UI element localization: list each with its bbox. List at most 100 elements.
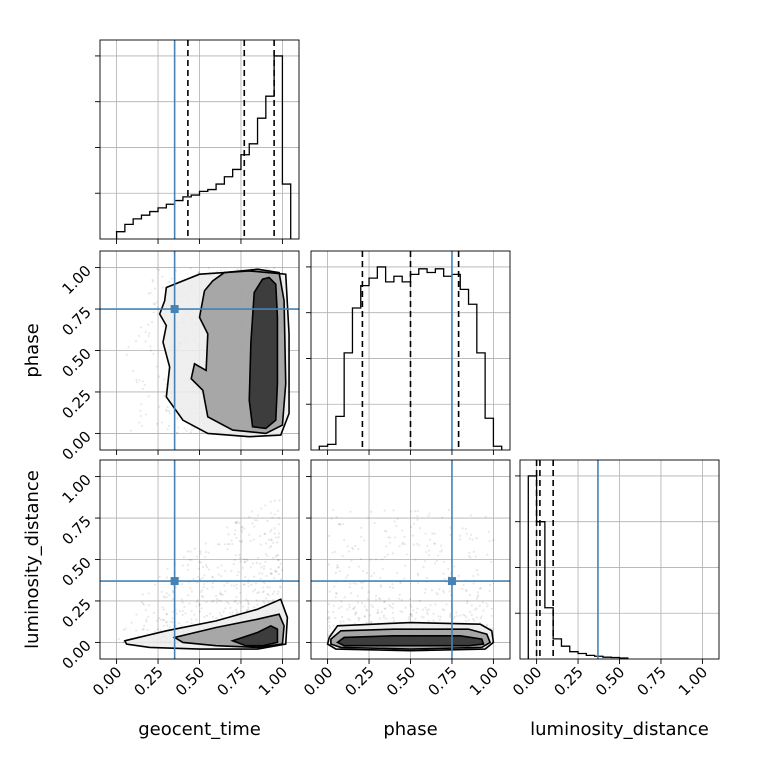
y-tick-label: 0.25: [58, 386, 94, 422]
sample-point: [440, 549, 444, 552]
sample-point: [461, 587, 464, 590]
sample-point: [383, 529, 386, 533]
sample-point: [190, 428, 194, 431]
sample-point: [137, 334, 141, 338]
sample-point: [359, 526, 363, 529]
y-tick-label: 0.50: [58, 345, 94, 381]
sample-point: [374, 558, 378, 561]
sample-point: [152, 611, 155, 615]
sample-point: [253, 525, 256, 528]
sample-point: [416, 509, 419, 512]
x-tick-label: 0.25: [342, 663, 378, 699]
sample-point: [418, 544, 421, 547]
sample-point: [153, 583, 157, 586]
contour-line: [123, 598, 289, 650]
sample-point: [165, 621, 168, 624]
sample-point: [171, 610, 175, 613]
sample-point: [255, 561, 258, 564]
sample-point: [339, 620, 342, 623]
sample-point: [131, 369, 135, 373]
sample-point: [263, 581, 266, 584]
sample-point: [247, 585, 250, 588]
sample-point: [149, 345, 152, 348]
sample-point: [410, 605, 413, 609]
sample-point: [217, 599, 220, 602]
sample-point: [233, 584, 236, 587]
sample-point: [361, 581, 364, 584]
sample-point: [385, 545, 388, 548]
sample-point: [475, 597, 479, 600]
sample-point: [233, 558, 237, 562]
sample-point: [333, 585, 336, 588]
sample-point: [327, 615, 331, 619]
sample-point: [474, 608, 477, 611]
sample-point: [256, 603, 259, 606]
sample-point: [448, 614, 452, 617]
sample-point: [142, 624, 146, 627]
sample-point: [374, 598, 378, 601]
sample-point: [369, 621, 372, 624]
sample-point: [492, 538, 495, 542]
sample-point: [193, 427, 196, 430]
sample-point: [219, 269, 222, 272]
sample-point: [414, 510, 417, 513]
sample-point: [246, 609, 249, 612]
sample-point: [168, 626, 171, 629]
sample-point: [468, 537, 471, 540]
sample-point: [357, 565, 360, 568]
sample-point: [277, 536, 280, 539]
sample-point: [218, 543, 221, 546]
sample-point: [473, 619, 476, 622]
sample-point: [181, 613, 184, 616]
sample-point: [337, 523, 340, 526]
sample-point: [277, 590, 280, 593]
sample-point: [373, 521, 376, 525]
sample-point: [326, 617, 330, 620]
sample-point: [197, 575, 200, 578]
sample-point: [207, 267, 210, 270]
histogram-step-luminosity_distance: [527, 475, 629, 659]
sample-point: [269, 512, 273, 515]
contour-line: [190, 268, 287, 435]
sample-point: [167, 281, 171, 284]
sample-point: [234, 599, 237, 602]
sample-point: [256, 514, 260, 517]
sample-point: [476, 591, 480, 594]
sample-point: [455, 611, 458, 614]
sample-point: [166, 624, 169, 627]
sample-point: [273, 569, 277, 572]
sample-point: [205, 565, 209, 569]
sample-point: [138, 379, 141, 382]
sample-point: [140, 403, 143, 406]
histogram-step-geocent_time: [115, 55, 292, 239]
sample-point: [205, 614, 209, 617]
sample-point: [345, 576, 348, 579]
sample-point: [235, 587, 238, 590]
sample-point: [335, 591, 338, 594]
sample-point: [232, 562, 236, 566]
sample-point: [426, 611, 429, 614]
sample-point: [353, 622, 357, 625]
sample-point: [238, 521, 241, 524]
sample-point: [387, 536, 390, 539]
sample-point: [122, 641, 125, 644]
sample-point: [399, 582, 402, 585]
sample-point: [277, 532, 280, 535]
sample-point: [263, 532, 266, 536]
sample-point: [147, 323, 150, 326]
sample-point: [266, 592, 269, 596]
sample-point: [272, 556, 275, 560]
sample-point: [247, 603, 250, 606]
sample-point: [240, 528, 243, 531]
sample-point: [226, 526, 229, 529]
sample-point: [235, 520, 239, 523]
sample-point: [223, 584, 226, 587]
sample-point: [234, 529, 237, 532]
sample-point: [385, 617, 388, 620]
contour-line: [230, 624, 279, 647]
sample-point: [202, 596, 205, 599]
sample-point: [166, 405, 169, 409]
sample-point: [438, 588, 441, 591]
sample-point: [190, 622, 193, 625]
y-axis-label-phase: phase: [22, 323, 43, 377]
